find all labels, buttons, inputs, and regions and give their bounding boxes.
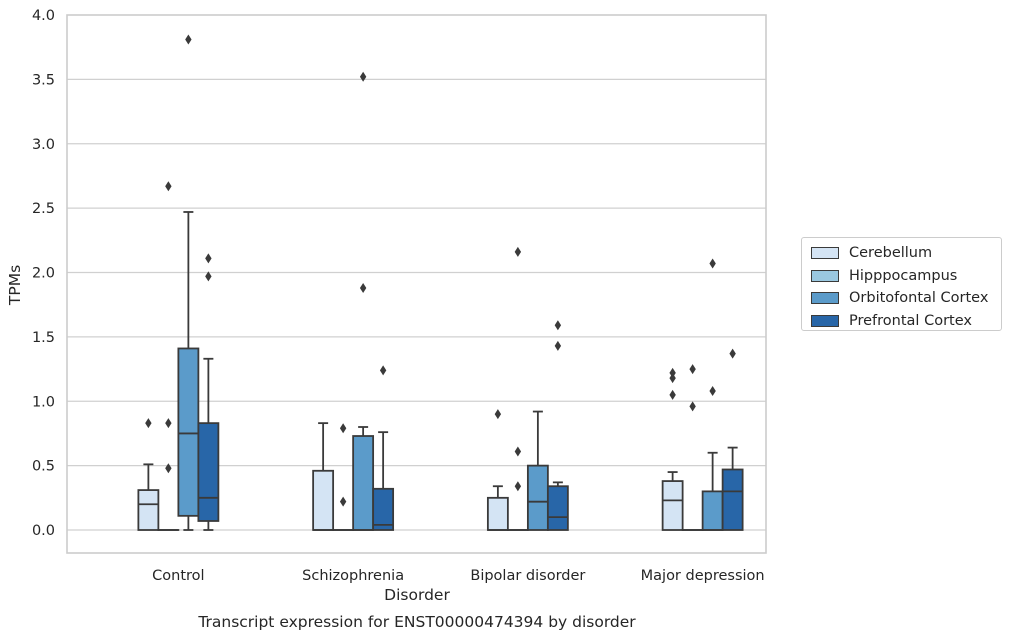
box-body	[177, 347, 200, 517]
y-tick-label: 2.5	[32, 201, 55, 217]
outlier-point	[669, 373, 676, 384]
legend-label: Hipppocampus	[849, 267, 958, 284]
outlier-point	[709, 258, 716, 269]
y-tick-label: 3.5	[32, 72, 55, 88]
legend-item: Prefrontal Cortex	[811, 310, 1001, 333]
outlier-point	[339, 496, 347, 507]
outlier-point	[205, 271, 212, 282]
outlier-point	[205, 253, 212, 264]
box-body	[701, 490, 724, 531]
y-tick-label: 1.0	[32, 394, 55, 410]
outlier-point	[669, 367, 676, 378]
outlier-point	[339, 423, 347, 434]
y-tick-label: 4.0	[32, 8, 55, 24]
gridlines	[67, 78, 766, 531]
boxes	[137, 34, 744, 531]
outlier-point	[709, 385, 716, 396]
box-1	[157, 181, 180, 531]
outlier-point	[165, 181, 172, 192]
y-tick-label: 0.5	[32, 459, 55, 475]
x-tick-label: Control	[152, 568, 204, 584]
box-body	[486, 496, 509, 531]
y-tick-labels: 0.0 0.5 1.0 1.5 2.0 2.5 3.0 3.5 4.0	[32, 8, 55, 539]
box-2	[352, 71, 375, 531]
box-2	[177, 34, 200, 531]
legend-swatch	[811, 269, 839, 282]
box-2	[701, 258, 724, 531]
box-1	[681, 364, 704, 531]
outlier-point	[165, 463, 172, 474]
outlier-point	[165, 418, 172, 429]
outlier-point	[554, 340, 562, 351]
legend-item: Orbitofontal Cortex	[811, 287, 1001, 310]
box-body	[197, 422, 220, 522]
outlier-point	[514, 246, 522, 257]
x-tick-label: Major depression	[641, 568, 765, 584]
outlier-point	[359, 71, 367, 82]
legend-item: Hipppocampus	[811, 265, 1001, 288]
box-3	[372, 365, 395, 531]
box-body	[352, 435, 375, 531]
box-body	[661, 480, 684, 531]
outlier-point	[554, 320, 562, 331]
y-tick-label: 1.5	[32, 330, 55, 346]
box-3	[546, 320, 569, 531]
legend-swatch	[811, 314, 839, 327]
box-1	[332, 423, 355, 531]
legend-swatch	[811, 247, 839, 260]
box-3	[197, 253, 220, 531]
y-tick-label: 2.0	[32, 266, 55, 282]
x-tick-label: Bipolar disorder	[470, 568, 585, 584]
box-3	[721, 348, 744, 531]
legend: Cerebellum Hipppocampus Orbitofontal Corte…	[801, 237, 1002, 331]
box-body	[312, 469, 335, 531]
box-0	[312, 422, 335, 531]
outlier-point	[689, 364, 696, 375]
x-tick-labels: Control Schizophrenia Bipolar disorder Majo…	[152, 568, 764, 584]
outlier-point	[185, 34, 192, 45]
outlier-point	[514, 446, 522, 457]
legend-swatch	[811, 292, 839, 305]
y-tick-label: 0.0	[32, 523, 55, 539]
outlier-point	[689, 401, 696, 412]
box-body	[137, 489, 160, 531]
box-body	[372, 487, 395, 531]
legend-label: Orbitofontal Cortex	[849, 290, 989, 307]
outlier-point	[145, 418, 152, 429]
x-axis-label: Disorder	[384, 586, 450, 604]
outlier-point	[359, 282, 367, 293]
box-body	[526, 464, 549, 531]
outlier-point	[729, 348, 736, 359]
outlier-point	[379, 365, 387, 376]
legend-label: Cerebellum	[849, 245, 933, 262]
box-body	[546, 485, 569, 531]
box-0	[137, 418, 160, 531]
plot-frame	[66, 14, 767, 554]
chart-title: Transcript expression for ENST0000047439…	[197, 613, 636, 631]
legend-label: Prefrontal Cortex	[849, 312, 972, 329]
box-2	[526, 410, 549, 531]
box-1	[506, 246, 529, 531]
box-0	[661, 367, 684, 531]
y-axis-label: TPMs	[6, 265, 24, 306]
y-tick-label: 3.0	[32, 137, 55, 153]
legend-item: Cerebellum	[811, 242, 1001, 265]
outlier-point	[494, 409, 502, 420]
box-0	[486, 409, 509, 531]
x-tick-label: Schizophrenia	[302, 568, 404, 584]
outlier-point	[514, 481, 522, 492]
box-body	[721, 468, 744, 531]
outlier-point	[669, 389, 676, 400]
